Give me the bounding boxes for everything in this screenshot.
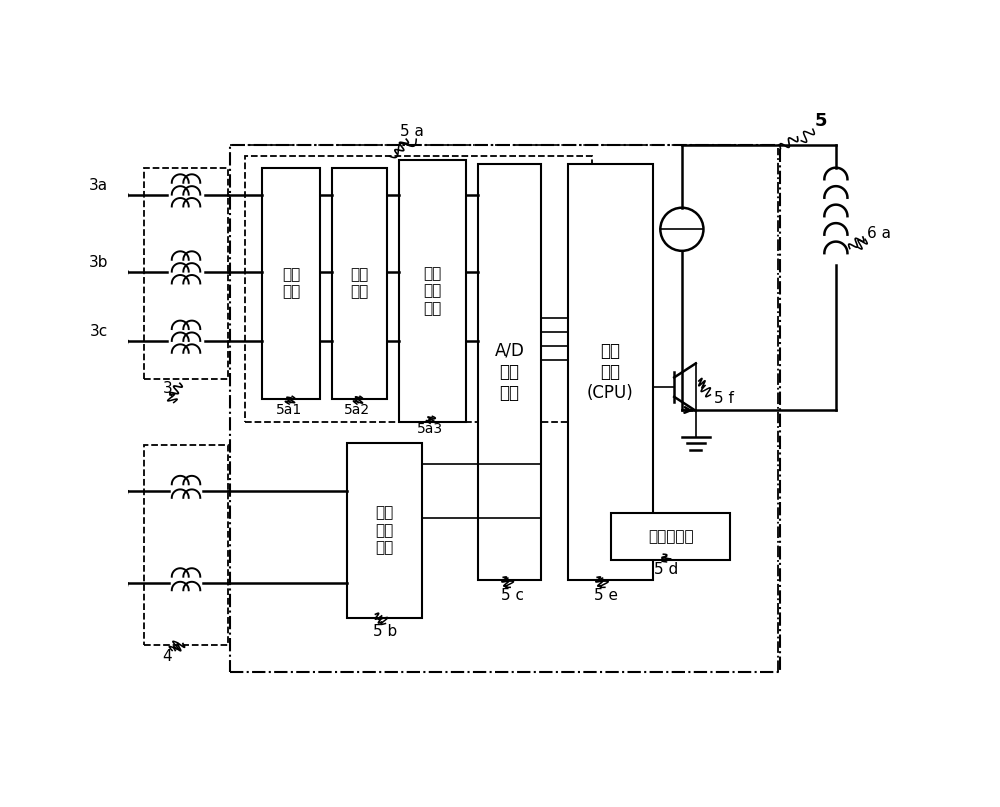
Text: 3a: 3a	[89, 178, 108, 193]
Text: 5a2: 5a2	[344, 404, 370, 417]
Text: 电压
变换
电路: 电压 变换 电路	[376, 505, 394, 555]
Text: 5 b: 5 b	[373, 624, 398, 638]
Bar	[399, 160, 466, 422]
Bar	[245, 156, 592, 422]
Text: 整流
电路: 整流 电路	[282, 267, 300, 299]
Text: 5 d: 5 d	[654, 562, 679, 577]
Text: 控制
装置
(CPU): 控制 装置 (CPU)	[587, 342, 634, 402]
Text: 5a3: 5a3	[417, 423, 443, 437]
Text: 特性设定部: 特性设定部	[648, 529, 694, 544]
Bar	[144, 445, 228, 645]
Bar	[568, 164, 653, 579]
Text: 3: 3	[163, 381, 172, 396]
Text: 5a1: 5a1	[276, 404, 302, 417]
Text: 5 e: 5 e	[594, 587, 618, 603]
Text: 5: 5	[814, 112, 827, 131]
Bar	[262, 168, 320, 399]
Bar	[347, 442, 422, 618]
Text: 5 c: 5 c	[501, 587, 524, 603]
Bar	[144, 168, 228, 379]
Text: 5 f: 5 f	[714, 391, 734, 406]
Bar	[332, 168, 387, 399]
Bar	[478, 164, 541, 579]
Text: 4: 4	[163, 649, 172, 664]
Bar	[611, 512, 730, 560]
Text: 负担
电路: 负担 电路	[350, 267, 368, 299]
Text: 6 a: 6 a	[867, 226, 891, 240]
Text: 3b: 3b	[89, 255, 108, 270]
Text: 波形
变换
电路: 波形 变换 电路	[423, 266, 442, 316]
Text: 5 a: 5 a	[400, 124, 424, 139]
Text: 3c: 3c	[90, 324, 108, 339]
Bar	[230, 144, 780, 672]
Text: A/D
变换
电路: A/D 变换 电路	[494, 342, 524, 402]
